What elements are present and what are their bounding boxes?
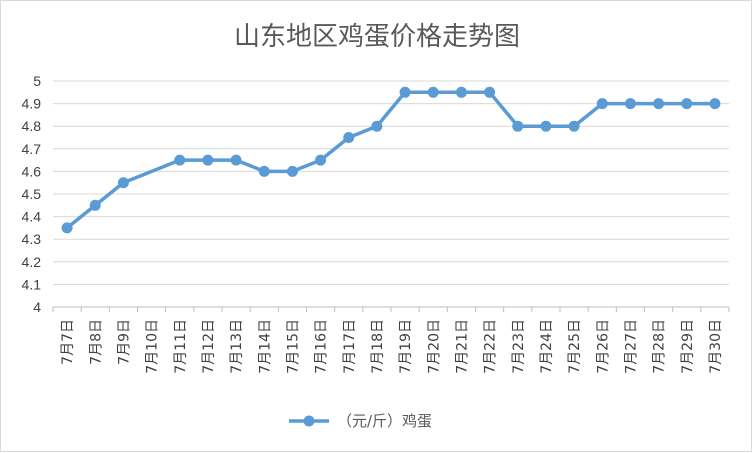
legend-marker [303, 415, 315, 427]
data-point [709, 98, 721, 110]
data-point [484, 86, 496, 98]
x-tick-label: 7月10日 [145, 319, 161, 374]
y-tick-label: 4.3 [22, 231, 42, 247]
data-point [653, 98, 665, 110]
series-line [66, 90, 715, 230]
series-egg-price [61, 86, 721, 234]
y-tick-label: 4.9 [22, 96, 42, 112]
data-point [624, 98, 636, 110]
y-tick-label: 4.4 [22, 209, 42, 225]
x-tick-label: 7月8日 [88, 319, 104, 365]
x-axis-ticks: 7月7日 7月8日 7月9日 7月10日 7月11日 7月12日 7月13日 7月14日 7月1… [52, 307, 730, 374]
x-tick-label: 7月7日 [60, 319, 76, 365]
data-point [286, 165, 298, 177]
data-point [89, 199, 101, 211]
x-tick-label: 7月11日 [173, 319, 189, 374]
data-point [258, 165, 270, 177]
legend-label: （元/斤）鸡蛋 [337, 412, 432, 430]
data-point [427, 86, 439, 98]
y-tick-label: 4.5 [22, 186, 42, 202]
gridlines [53, 80, 729, 308]
data-point [315, 154, 327, 166]
data-point [117, 177, 129, 189]
x-tick-label: 7月14日 [257, 319, 273, 374]
data-point [399, 86, 411, 98]
x-tick-label: 7月24日 [539, 319, 555, 374]
data-point [512, 120, 524, 132]
x-tick-label: 7月26日 [595, 319, 611, 374]
data-point [596, 98, 608, 110]
data-point [681, 98, 693, 110]
data-point [371, 120, 383, 132]
x-tick-label: 7月30日 [708, 319, 724, 374]
data-point [455, 86, 467, 98]
x-tick-label: 7月9日 [116, 319, 132, 365]
x-tick-label: 7月20日 [426, 319, 442, 374]
x-tick-label: 7月29日 [680, 319, 696, 374]
x-tick-label: 7月13日 [229, 319, 245, 374]
x-tick-label: 7月17日 [342, 319, 358, 374]
legend: （元/斤）鸡蛋 [289, 412, 432, 430]
x-tick-label: 7月18日 [370, 319, 386, 374]
x-tick-label: 7月15日 [285, 319, 301, 374]
data-point [343, 132, 355, 143]
y-tick-label: 4.1 [22, 276, 42, 292]
data-point [174, 154, 186, 166]
y-tick-label: 4.2 [22, 254, 42, 270]
x-tick-label: 7月27日 [623, 319, 639, 374]
y-axis-ticks: 4 4.1 4.2 4.3 4.4 4.5 4.6 4.7 4.8 4.9 5 [22, 73, 42, 315]
x-tick-label: 7月19日 [398, 319, 414, 374]
data-point [230, 154, 242, 166]
x-tick-label: 7月23日 [511, 319, 527, 374]
x-tick-label: 7月25日 [567, 319, 583, 374]
y-tick-label: 4.6 [22, 163, 42, 179]
data-point [202, 154, 214, 166]
x-tick-label: 7月12日 [201, 319, 217, 374]
x-tick-label: 7月22日 [483, 319, 499, 374]
chart-title: 山东地区鸡蛋价格走势图 [234, 22, 520, 52]
x-tick-label: 7月21日 [454, 319, 470, 374]
x-tick-label: 7月16日 [314, 319, 330, 374]
y-tick-label: 5 [33, 73, 41, 89]
y-tick-label: 4 [33, 299, 41, 315]
y-tick-label: 4.7 [22, 141, 42, 157]
data-point [568, 120, 580, 132]
data-point [61, 222, 73, 234]
y-tick-label: 4.8 [22, 118, 42, 134]
data-point [540, 120, 552, 132]
x-tick-label: 7月28日 [652, 319, 668, 374]
